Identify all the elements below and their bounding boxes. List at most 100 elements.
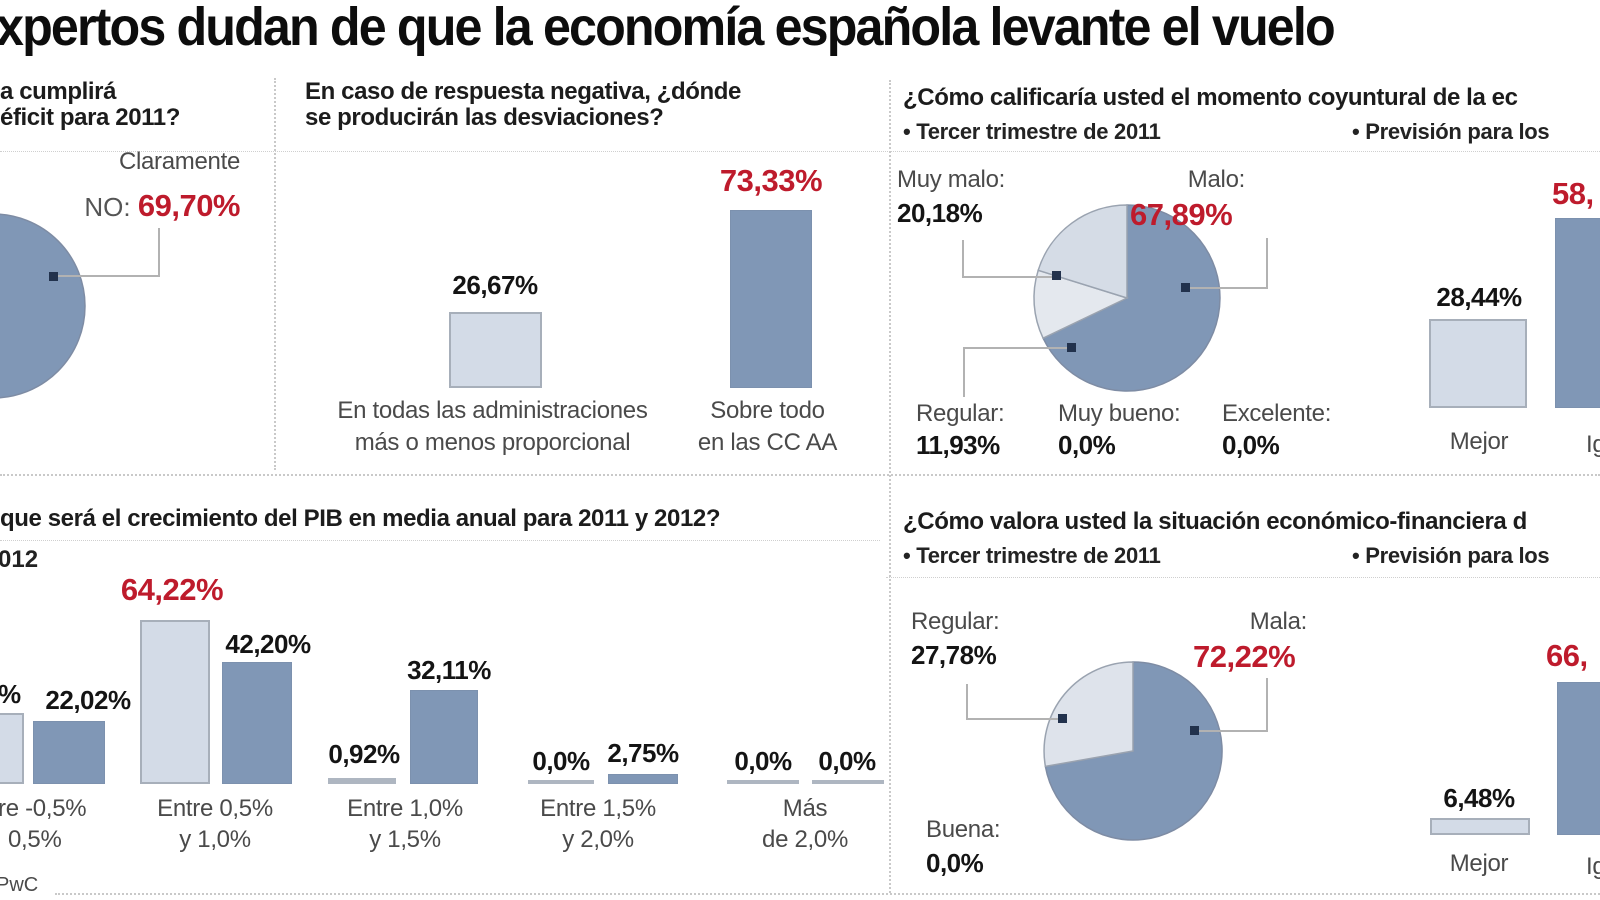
bar-category-label: Sobre todo [710,397,825,424]
callout-dot [1190,726,1199,735]
bar-2011 [0,713,24,784]
bar-value-label: 22,02% [45,685,131,715]
bar-value-label-highlight: 64,22% [120,572,224,607]
pie-label-name: Malo: [1187,166,1246,193]
panel4-question: que será el crecimiento del PIB en media… [0,505,721,532]
panel3-subtitle-trimestre: • Tercer trimestre de 2011 [903,119,1161,144]
panel5-question: ¿Cómo valora usted la situación económic… [903,508,1527,535]
callout-line [966,684,968,720]
source-label: PwC [0,874,39,896]
bar-category-label: Mejor [1449,428,1509,455]
bar-value-label: 26,67% [452,270,538,300]
pie-label-name: Mala: [1249,608,1308,635]
callout-line [1266,238,1268,289]
bar-mejor [1430,818,1530,835]
no-label: NO: [84,192,138,222]
panel2-question-line2: se producirán las desviaciones? [305,104,664,131]
bar-value-label: % [0,679,21,709]
pie-label-value: 27,78% [911,640,997,670]
panel1-callout-name: Claramente [118,148,240,175]
pie-label-name: Excelente: [1222,400,1332,427]
bar-2012-zero [812,780,884,784]
bar-value-label: 0,0% [734,746,792,776]
pie-label-value: 11,93% [916,430,1000,460]
bar-2011-thin [328,778,396,784]
callout-line [1266,678,1268,732]
callout-line [1196,730,1268,732]
bar-mejor [1429,319,1527,408]
bar-igual [1557,682,1600,835]
panel5-subtitle-trimestre: • Tercer trimestre de 2011 [903,543,1161,568]
bar-administraciones [449,312,542,388]
situacion-pie-chart [1043,661,1223,841]
callout-dot [1181,283,1190,292]
bar-2011-zero [727,780,799,784]
pie-label-value: 20,18% [897,198,983,228]
bar-2012 [608,774,678,784]
bar-category-label: y 2,0% [562,826,634,853]
callout-line [57,275,160,277]
bar-2012 [410,690,478,784]
bar-value-label: 2,75% [607,738,679,768]
bar-category-label: en las CC AA [697,429,838,456]
vertical-divider-2 [889,80,891,893]
callout-dot [1052,271,1061,280]
callout-dot [49,272,58,281]
panel4-header-rule [0,540,880,541]
bar-value-label: 32,11% [407,655,491,685]
deficit-pie-chart [0,213,86,399]
bar-category-label: Ig [1586,853,1600,880]
bar-value-label: 0,0% [818,746,876,776]
pie-label-name: Regular: [916,400,1005,427]
bar-category-label: Entre 1,5% [540,795,656,822]
panel2-question-line1: En caso de respuesta negativa, ¿dónde [305,78,741,105]
bar-category-label: En todas las administraciones [337,397,648,424]
pie-label-value: 0,0% [926,848,984,878]
callout-line [966,718,1061,720]
bar-category-label: Entre 0,5% [157,795,273,822]
pie-label-value: 0,0% [1222,430,1280,460]
bar-category-label: y 1,0% [179,826,251,853]
bar-category-label: y 1,5% [369,826,441,853]
panel3-subtitle-prevision: • Previsión para los [1352,119,1550,144]
panel5-header-rule [886,577,1600,578]
panel1-callout-value: NO: 69,70% [20,188,240,224]
panel1-question-line2: éficit para 2011? [0,104,180,131]
header-rule-top [0,151,1600,152]
pie-label-value: 0,0% [1058,430,1116,460]
bar-category-label: de 2,0% [762,826,848,853]
no-percentage: 69,70% [137,188,241,223]
bar-value-label: 28,44% [1436,282,1522,312]
bar-category-label: Ig [1586,431,1600,458]
bar-value-label: 0,92% [328,739,400,769]
callout-line [962,276,1054,278]
pie-label-value-highlight: 72,22% [1193,639,1296,674]
bar-value-label: 42,20% [225,629,311,659]
bar-category-label: re -0,5% [0,795,87,822]
bar-value-label: 6,48% [1443,783,1515,813]
bar-value-label-highlight: 58, [1552,176,1594,211]
callout-line [962,240,964,278]
bar-value-label: 0,0% [532,746,590,776]
bar-category-label: Entre 1,0% [347,795,463,822]
bar-ccaa [730,210,812,388]
pie-slice-no [0,213,86,399]
pie-label-name: Regular: [911,608,1000,635]
pie-label-value-highlight: 67,89% [1130,197,1233,232]
pie-label-name: Muy malo: [897,166,1005,193]
vertical-divider-1 [274,78,276,470]
bar-2012 [222,662,292,784]
callout-line [1190,287,1268,289]
callout-line [963,347,1069,349]
bar-value-label-highlight: 66, [1546,638,1588,673]
panel5-subtitle-prevision: • Previsión para los [1352,543,1550,568]
callout-dot [1058,714,1067,723]
callout-line [158,228,160,277]
panel4-legend-fragment: 012 [0,546,39,573]
bar-igual [1555,218,1600,408]
bar-value-label-highlight: 73,33% [719,163,823,198]
panel3-question: ¿Cómo calificaría usted el momento coyun… [903,84,1518,111]
pie-slice-regular [1033,269,1130,340]
pie-label-name: Muy bueno: [1058,400,1181,427]
